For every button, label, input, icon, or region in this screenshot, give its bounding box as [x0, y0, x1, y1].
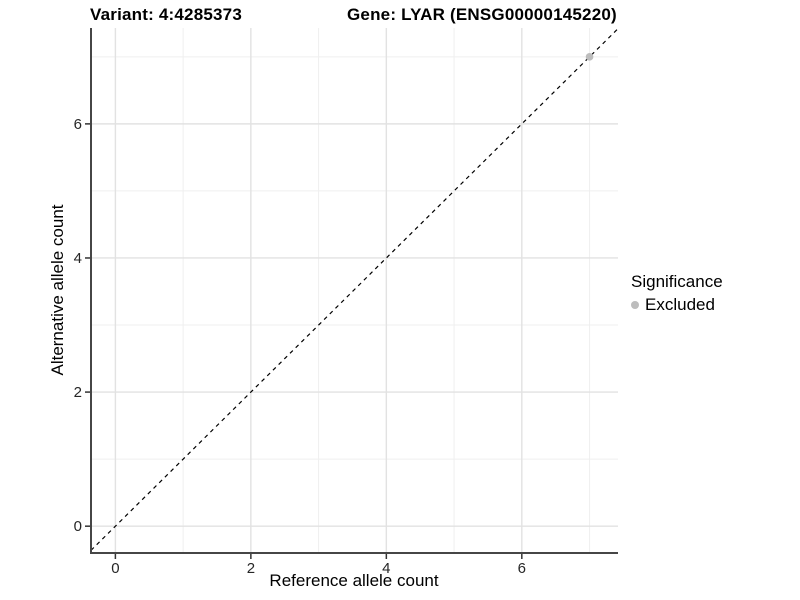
data-point-excluded	[585, 53, 594, 61]
y-tick-label: 4	[74, 250, 82, 267]
y-tick-label: 6	[74, 116, 82, 133]
legend-point-icon	[631, 301, 639, 309]
x-tick-label: 4	[382, 560, 390, 577]
y-tick-label: 0	[74, 518, 82, 535]
x-axis-title: Reference allele count	[269, 571, 439, 590]
plot-title-gene: Gene: LYAR (ENSG00000145220)	[347, 5, 617, 24]
y-tick-label: 2	[74, 384, 82, 401]
plot-title-variant: Variant: 4:4285373	[90, 5, 242, 24]
legend-item-label: Excluded	[645, 295, 715, 314]
x-tick-label: 2	[247, 560, 255, 577]
x-tick-label: 6	[518, 560, 526, 577]
identity-line	[90, 28, 619, 551]
legend: Significance Excluded	[631, 272, 723, 315]
x-tick-label: 0	[111, 560, 119, 577]
y-axis-title: Alternative allele count	[48, 204, 67, 376]
legend-item-excluded: Excluded	[631, 295, 723, 315]
legend-title: Significance	[631, 272, 723, 291]
